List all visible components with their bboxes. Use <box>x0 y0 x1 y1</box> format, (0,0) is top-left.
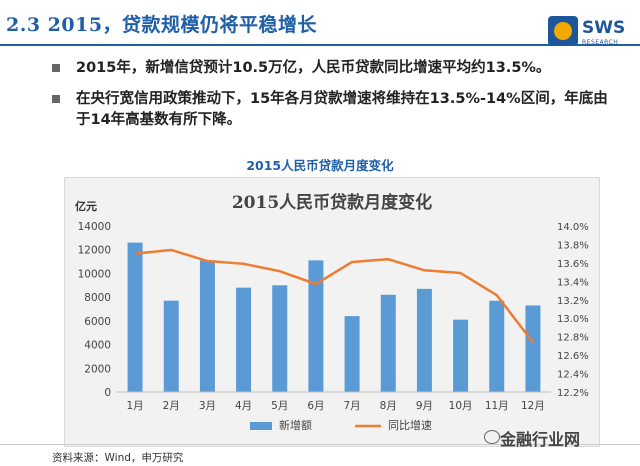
chart-panel: 2015人民币贷款月度变化 亿元 0 2000 4000 6000 8000 10000 1… <box>64 177 600 447</box>
x-tick-label: 2月 <box>163 400 180 412</box>
bar <box>453 319 469 392</box>
x-tick-label: 6月 <box>307 400 324 412</box>
y2-tick-label: 13.4% <box>557 277 589 288</box>
legend-label: 新增额 <box>279 418 312 432</box>
bar <box>380 294 396 392</box>
bar <box>416 288 432 392</box>
x-tick-label: 9月 <box>416 400 433 412</box>
x-tick-label: 12月 <box>521 400 545 412</box>
y-tick-label: 0 <box>104 387 111 399</box>
watermark-text: 金融行业网 <box>500 430 581 449</box>
logo-text: SWS <box>582 18 626 38</box>
y2-tick-label: 12.4% <box>557 370 589 381</box>
legend-swatch-bar <box>250 422 272 430</box>
y2-tick-label: 14.0% <box>557 222 589 233</box>
y2-tick-label: 12.8% <box>557 333 589 344</box>
y2-tick-label: 13.6% <box>557 259 589 270</box>
logo-subtext: RESEARCH <box>582 39 619 46</box>
y-tick-label: 12000 <box>78 245 111 257</box>
x-tick-label: 11月 <box>485 400 509 412</box>
title-divider <box>0 44 640 46</box>
y2-tick-label: 12.6% <box>557 351 589 362</box>
y-tick-label: 8000 <box>84 292 111 304</box>
bullet-text: 在央行宽信用政策推动下，15年各月贷款增速将维持在13.5%-14%区间，年底由… <box>76 91 608 128</box>
bar <box>127 242 143 392</box>
series-line <box>134 248 534 343</box>
bar <box>525 305 541 392</box>
x-tick-label: 7月 <box>343 400 360 412</box>
source-note: 资料来源：Wind，申万研究 <box>52 452 184 464</box>
bullet-item: 在央行宽信用政策推动下，15年各月贷款增速将维持在13.5%-14%区间，年底由… <box>52 89 622 131</box>
loan-chart: 2015人民币贷款月度变化 亿元 0 2000 4000 6000 8000 10000 1… <box>75 192 589 432</box>
sws-logo-icon <box>548 16 578 46</box>
chart-caption: 2015人民币贷款月度变化 <box>246 158 394 173</box>
y-tick-label: 4000 <box>84 340 111 352</box>
y2-tick-label: 13.8% <box>557 240 589 251</box>
x-tick-label: 10月 <box>449 400 473 412</box>
bullet-item: 2015年，新增信贷预计10.5万亿，人民币贷款同比增速平均约13.5%。 <box>52 58 622 79</box>
y2-tick-label: 13.0% <box>557 314 589 325</box>
bar <box>199 260 215 392</box>
x-tick-label: 3月 <box>199 400 216 412</box>
bullet-text: 2015年，新增信贷预计10.5万亿，人民币贷款同比增速平均约13.5%。 <box>76 60 551 76</box>
y-tick-label: 14000 <box>78 221 111 233</box>
x-tick-label: 8月 <box>380 400 397 412</box>
square-bullet-icon <box>52 95 60 103</box>
legend-label: 同比增速 <box>388 418 432 432</box>
y-tick-label: 6000 <box>84 316 111 328</box>
y-tick-label: 2000 <box>84 363 111 375</box>
x-tick-label: 4月 <box>235 400 252 412</box>
bullet-list: 2015年，新增信贷预计10.5万亿，人民币贷款同比增速平均约13.5%。 在央… <box>52 58 622 141</box>
wechat-icon <box>484 430 500 444</box>
y-tick-label: 10000 <box>78 268 111 280</box>
bar <box>308 260 324 392</box>
bar <box>236 287 252 392</box>
x-tick-label: 5月 <box>271 400 288 412</box>
y2-tick-label: 12.2% <box>557 388 589 399</box>
page-title: 2.3 2015，贷款规模仍将平稳增长 <box>6 14 318 36</box>
y2-tick-label: 13.2% <box>557 296 589 307</box>
chart-title: 2015人民币贷款月度变化 <box>232 192 432 213</box>
y-axis-label: 亿元 <box>75 199 97 213</box>
x-tick-label: 1月 <box>126 400 143 412</box>
sws-logo: SWS RESEARCH <box>548 16 638 54</box>
bar <box>489 300 505 392</box>
bar <box>163 300 179 392</box>
square-bullet-icon <box>52 64 60 72</box>
bar <box>344 316 360 392</box>
bottom-divider <box>0 444 640 445</box>
bar <box>272 285 288 392</box>
